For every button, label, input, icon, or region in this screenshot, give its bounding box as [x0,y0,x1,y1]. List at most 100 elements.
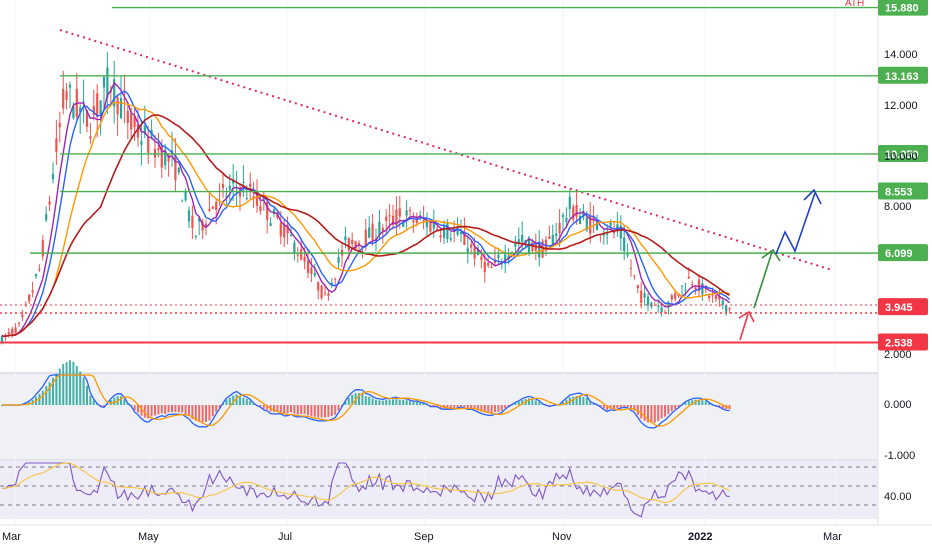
macd-histogram-bar [157,405,160,415]
macd-histogram-bar [541,404,544,406]
macd-histogram-bar [198,405,201,423]
macd-histogram-bar [228,397,231,405]
candle-body [667,302,670,307]
macd-histogram-bar [633,405,636,411]
macd-histogram-bar [436,405,439,407]
time-label: Mar [2,531,21,543]
candle-body [674,293,677,299]
candle-body [378,221,381,235]
macd-histogram-bar [259,405,262,407]
candle-body [89,136,92,139]
candle-body [368,227,371,238]
macd-histogram-bar [684,402,687,405]
candle-body [538,242,541,258]
candle-body [238,189,242,197]
candle-body [459,231,463,235]
candle-body [300,249,303,260]
rsi-pane [0,461,878,519]
candle-body [177,167,180,173]
macd-tick: -1.000 [884,450,915,462]
candle-body [215,201,218,210]
candle-body [626,254,629,256]
candle-body [191,215,194,229]
macd-histogram-bar [531,399,534,405]
macd-histogram-bar [613,405,615,410]
candle-body [412,220,415,222]
macd-histogram-bar [575,395,578,405]
candle-body [640,290,643,303]
macd-histogram-bar [432,405,435,407]
macd-indicator [1,360,731,429]
candle-body [351,239,354,245]
macd-histogram-bar [160,405,163,414]
macd-histogram-bar [86,385,88,405]
candle-body [225,195,228,198]
macd-histogram-bar [239,396,241,405]
macd-histogram-bar [290,405,292,413]
candle-body [405,210,408,216]
macd-histogram-bar [660,405,663,419]
candle-body [381,227,384,232]
macd-histogram-bar [582,396,585,405]
candle-body [582,210,585,218]
candle-body [306,261,310,273]
macd-histogram-bar [626,405,629,408]
macd-histogram-bar [361,393,364,405]
macd-histogram-bar [123,399,126,405]
level-tag [878,144,928,162]
descending-trendline[interactable] [59,29,833,271]
candle-body [126,111,129,123]
level-tag-label: 6.099 [885,248,913,260]
candle-body [140,141,143,145]
macd-histogram-bar [664,405,666,417]
macd-histogram-bar [368,396,371,405]
candle-body [609,222,612,227]
candle-body [606,234,609,236]
macd-histogram-bar [674,405,677,410]
candle-body [249,183,252,187]
macd-histogram-bar [453,405,456,409]
candle-body [476,248,480,256]
candle-body [521,234,524,243]
macd-histogram-bar [126,403,129,405]
macd-histogram-bar [364,396,367,405]
candle-body [255,191,259,206]
macd-histogram-bar [89,395,92,405]
macd-histogram-bar [517,401,520,405]
macd-histogram-bar [412,401,415,405]
candle-body [187,210,191,222]
macd-histogram-bar [276,405,279,412]
macd-histogram-bar [609,405,612,409]
macd-histogram-bar [320,405,323,418]
macd-histogram-bar [242,397,245,405]
candle-body [385,216,388,221]
macd-histogram-bar [456,405,459,408]
candle-body [123,98,126,100]
candle-body [643,293,646,298]
candle-body [62,88,65,109]
candle-body [92,106,95,115]
macd-histogram-bar [245,398,248,405]
header-fragment: ATH [845,0,864,9]
candle-body [388,215,391,217]
macd-histogram-bar [409,401,411,405]
macd-histogram-bar [147,405,150,419]
candle-body [313,272,316,276]
macd-histogram-bar [327,405,330,418]
macd-histogram-bar [619,405,622,408]
macd-histogram-bar [480,405,483,412]
candle-body [11,328,14,335]
time-label: Sep [414,531,434,543]
macd-histogram-bar [538,401,541,405]
candle-body [147,136,150,153]
macd-tick: 0.000 [884,399,912,411]
macd-histogram-bar [52,377,54,405]
macd-histogram-bar [623,405,626,407]
macd-histogram-bar [579,395,581,405]
macd-histogram-bar [548,405,551,407]
candle-body [65,91,68,100]
candle-body [657,305,660,307]
candle-body [691,283,694,286]
candle-body [99,100,102,114]
